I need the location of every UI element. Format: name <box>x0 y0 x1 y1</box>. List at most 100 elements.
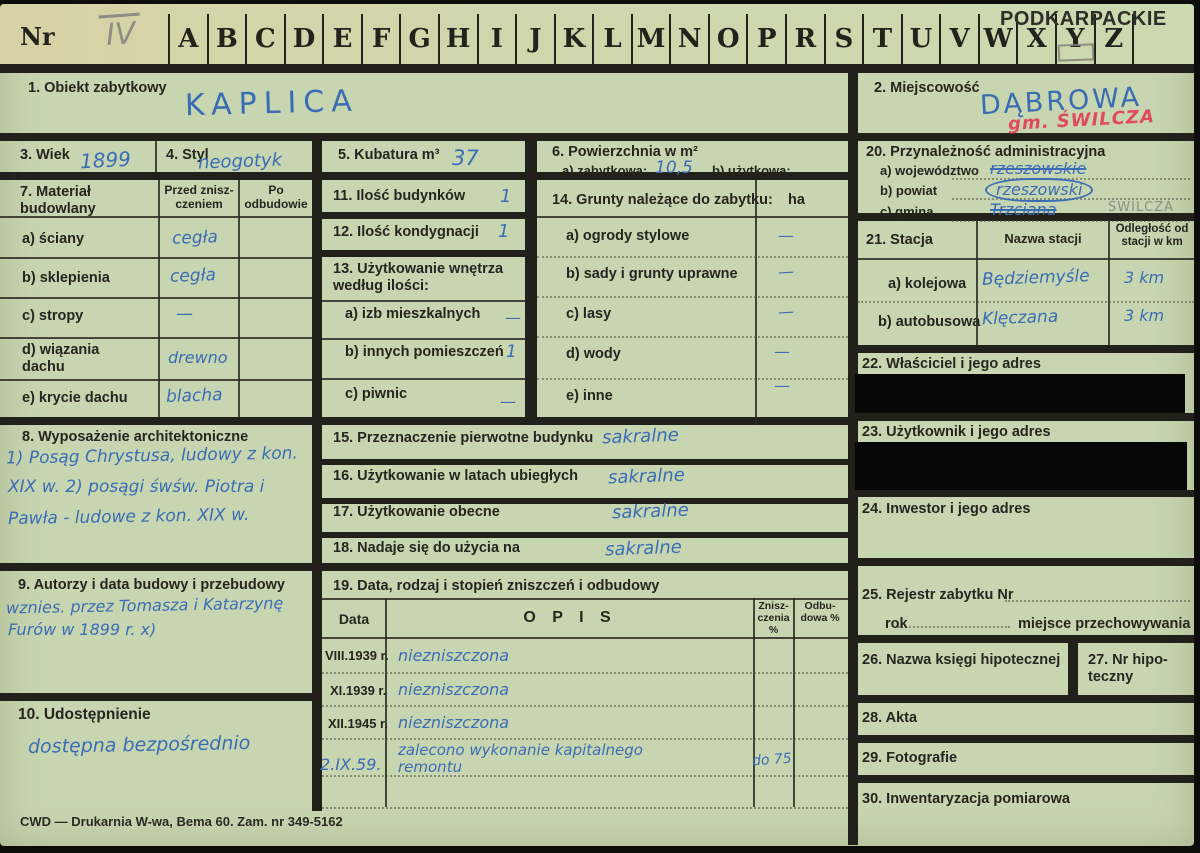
field-3-label: 3. Wiek <box>20 147 70 163</box>
divider <box>322 212 525 219</box>
divider <box>322 705 848 707</box>
field-15-value-handwritten: sakralne <box>601 424 680 449</box>
divider <box>976 221 978 345</box>
field-7-row-label: b) sklepienia <box>22 270 110 286</box>
divider <box>952 220 1190 222</box>
divider <box>155 141 157 172</box>
alphabet-tab: E <box>322 14 361 64</box>
field-1-label: 1. Obiekt zabytkowy <box>28 80 167 96</box>
divider <box>537 378 848 380</box>
field-17-value-handwritten: sakralne <box>611 499 690 524</box>
field-21-label: 21. Stacja <box>866 232 933 248</box>
field-19-row-opis-handwritten: zalecono wykonanie kapitalnego remontu <box>398 741 643 777</box>
field-14-label: 14. Grunty należące do zabytku: <box>552 192 773 208</box>
field-24-label: 24. Inwestor i jego adres <box>862 501 1031 517</box>
field-13-row-label: a) izb mieszkalnych <box>345 306 481 322</box>
divider <box>312 141 322 811</box>
field-25-rok-label: rok <box>885 616 908 632</box>
field-23-label: 23. Użytkownik i jego adres <box>862 424 1051 440</box>
field-18-label: 18. Nadaje się do użycia na <box>333 540 520 556</box>
divider <box>322 637 848 639</box>
field-27-label: 27. Nr hipo-teczny <box>1088 652 1168 686</box>
field-4-label: 4. Styl <box>166 147 209 163</box>
field-5-value-handwritten: 37 <box>452 146 479 170</box>
divider <box>0 563 848 571</box>
alphabet-tab: Z <box>1093 14 1133 64</box>
field-14-unit: ha <box>788 192 805 208</box>
alphabet-tab: O <box>707 14 747 64</box>
alphabet-tab: P <box>746 14 785 64</box>
field-7-row-value-handwritten: cegła <box>169 265 217 287</box>
field-7-row-label: e) krycie dachu <box>22 390 128 406</box>
divider <box>0 379 312 381</box>
field-14-row-value-handwritten: — <box>774 376 790 395</box>
divider <box>848 775 1194 783</box>
field-19-label: 19. Data, rodzaj i stopień zniszczeń i o… <box>333 578 660 594</box>
field-19-col-data: Data <box>338 611 370 627</box>
divider <box>322 775 848 777</box>
field-14-row-label: b) sady i grunty uprawne <box>566 266 738 282</box>
divider <box>0 64 1194 73</box>
alphabet-tab: A <box>168 14 207 64</box>
field-8-label: 8. Wyposażenie architektoniczne <box>22 429 249 445</box>
divider <box>753 598 755 807</box>
field-28-label: 28. Akta <box>862 710 918 726</box>
field-21-col-odl: Odległość od stacji w km <box>1115 223 1189 249</box>
field-22-label: 22. Właściciel i jego adres <box>862 356 1041 372</box>
divider <box>322 338 525 340</box>
divider <box>848 490 1194 497</box>
field-12-value-handwritten: 1 <box>498 221 510 242</box>
field-19-col-znisz: Znisz-czenia % <box>757 600 790 637</box>
field-6a-value-handwritten: 10,5 <box>655 158 693 178</box>
divider <box>793 598 795 807</box>
field-19-row-opis-handwritten: niezniszczona <box>398 713 510 732</box>
field-9-label: 9. Autorzy i data budowy i przebudowy <box>18 577 285 593</box>
field-3-value-handwritten: 1899 <box>79 146 132 174</box>
divider <box>537 336 848 338</box>
divider <box>848 72 858 845</box>
divider <box>158 180 160 417</box>
alphabet-tab: U <box>900 14 940 64</box>
alphabet-tab: R <box>785 14 824 64</box>
alphabet-tab: K <box>553 14 593 64</box>
field-7-label: 7. Materiał budowlany <box>20 184 96 218</box>
field-30-label: 30. Inwentaryzacja pomiarowa <box>862 791 1070 807</box>
divider <box>0 297 312 299</box>
divider <box>858 258 1194 260</box>
field-14-row-value-handwritten: — <box>778 226 794 245</box>
field-17-label: 17. Użytkowanie obecne <box>333 504 500 520</box>
alphabet-tab: T <box>862 14 901 64</box>
field-19-row-date-handwritten: 2.IX.59. <box>320 755 382 774</box>
divider <box>0 216 312 218</box>
alphabet-tab: W <box>977 14 1017 64</box>
field-13-label: 13. Użytkowanie wnętrza według ilości: <box>333 261 504 295</box>
field-25-miejsce-label: miejsce przechowywania <box>1018 616 1191 632</box>
divider <box>848 735 1194 743</box>
field-21-col-nazwa: Nazwa stacji <box>1004 231 1082 246</box>
field-6b-label: b) użytkowa: <box>712 163 791 178</box>
field-7-col-po: Po odbudowie <box>244 183 308 211</box>
divider <box>848 695 1194 703</box>
divider <box>322 498 848 504</box>
field-11-label: 11. Ilość budynków <box>333 188 466 204</box>
divider <box>537 256 848 258</box>
field-8-handwritten-line: XIX w. 2) posągi śwśw. Piotra i <box>8 477 265 497</box>
divider <box>322 738 848 740</box>
alphabet-tab: Y <box>1054 14 1094 64</box>
field-20c-label: c) gmina <box>880 204 934 219</box>
alphabet-tab: H <box>437 14 477 64</box>
alphabet-tab: F <box>360 14 400 64</box>
divider <box>322 378 525 380</box>
divider <box>322 598 848 600</box>
divider <box>0 172 848 180</box>
field-15-label: 15. Przeznaczenie pierwotne budynku <box>333 430 594 446</box>
field-14-row-value-handwritten: — <box>777 261 795 282</box>
redaction-bar <box>855 442 1187 490</box>
alphabet-tab: M <box>630 14 670 64</box>
field-18-value-handwritten: sakralne <box>604 536 683 561</box>
divider <box>238 180 240 417</box>
field-5-label: 5. Kubatura m³ <box>338 147 440 163</box>
divider <box>0 133 1194 141</box>
divider <box>322 250 525 257</box>
field-10-value-handwritten: dostępna bezpośrednio <box>27 732 251 758</box>
